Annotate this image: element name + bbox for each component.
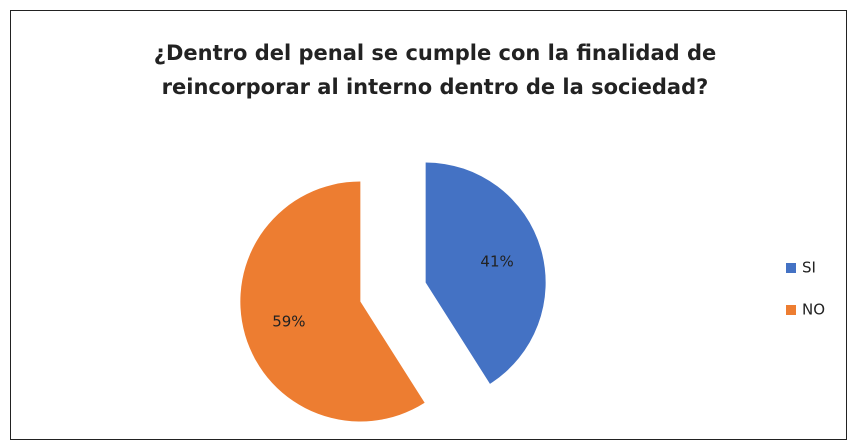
- legend-swatch: [786, 263, 796, 273]
- legend-label: NO: [802, 301, 825, 319]
- pie-slice: [240, 181, 425, 422]
- legend-label: SI: [802, 259, 816, 277]
- pie-slice: [425, 162, 546, 384]
- legend-swatch: [786, 305, 796, 315]
- data-label: 41%: [480, 252, 513, 270]
- chart-title: ¿Dentro del penal se cumple con la final…: [153, 41, 717, 99]
- data-label: 59%: [272, 313, 305, 331]
